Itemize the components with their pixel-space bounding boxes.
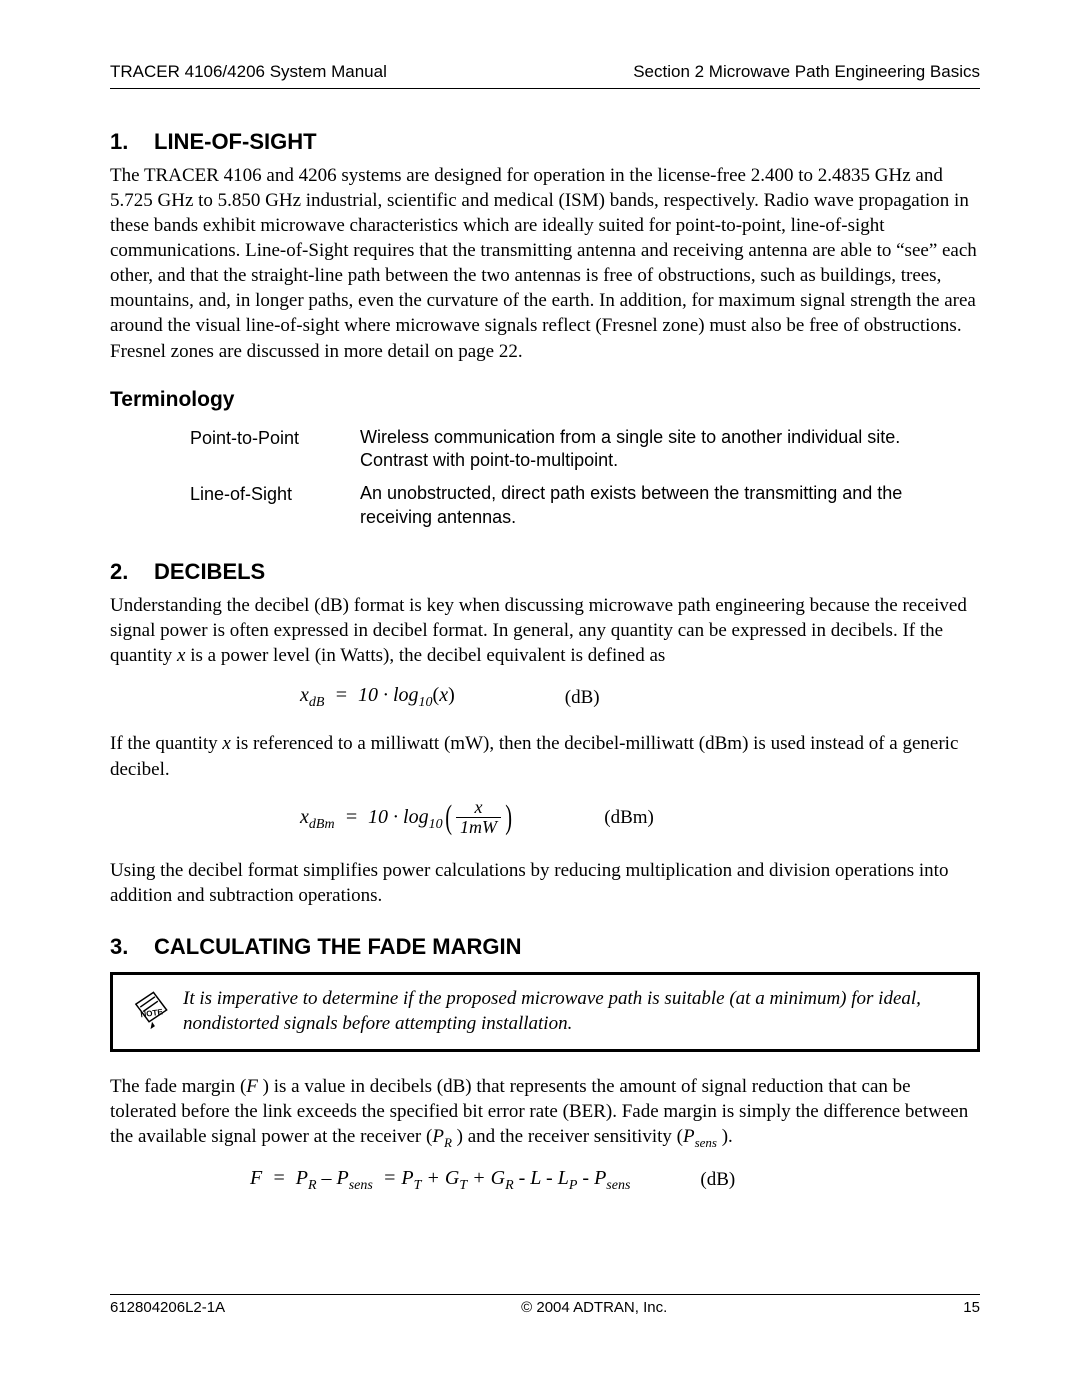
equation-fade: F = PR – Psens = PT + GT + GR - L - LP -… (110, 1167, 980, 1194)
equation-dbm-expr: xdBm = 10 · log10(x1mW) (110, 798, 514, 839)
footer-left: 612804206L2-1A (110, 1299, 225, 1316)
section-heading-2: 2.DECIBELS (110, 559, 980, 585)
equation-dbm-unit: (dBm) (604, 807, 654, 829)
equation-db: xdB = 10 · log10(x) (dB) (110, 684, 980, 711)
header-right: Section 2 Microwave Path Engineering Bas… (633, 62, 980, 82)
equation-db-expr: xdB = 10 · log10(x) (110, 684, 455, 711)
section-1-paragraph: The TRACER 4106 and 4206 systems are des… (110, 163, 980, 364)
terminology-heading: Terminology (110, 388, 980, 412)
term-definition: An unobstructed, direct path exists betw… (360, 482, 920, 529)
terminology-table: Point-to-Point Wireless communication fr… (190, 426, 980, 530)
decibels-intro: Understanding the decibel (dB) format is… (110, 593, 980, 668)
decibels-mid: If the quantity x is referenced to a mil… (110, 731, 980, 781)
footer-right: 15 (963, 1299, 980, 1316)
equation-dbm: xdBm = 10 · log10(x1mW) (dBm) (110, 798, 980, 839)
document-page: TRACER 4106/4206 System Manual Section 2… (0, 0, 1080, 1366)
terminology-row: Line-of-Sight An unobstructed, direct pa… (190, 482, 980, 529)
footer-center: © 2004 ADTRAN, Inc. (521, 1299, 667, 1316)
fade-paragraph: The fade margin (F ) is a value in decib… (110, 1074, 980, 1151)
note-text: It is imperative to determine if the pro… (183, 987, 963, 1036)
decibels-outro: Using the decibel format simplifies powe… (110, 858, 980, 908)
page-header: TRACER 4106/4206 System Manual Section 2… (110, 62, 980, 89)
header-left: TRACER 4106/4206 System Manual (110, 62, 387, 82)
equation-fade-expr: F = PR – Psens = PT + GT + GR - L - LP -… (110, 1167, 630, 1194)
terminology-row: Point-to-Point Wireless communication fr… (190, 426, 980, 473)
equation-fade-unit: (dB) (700, 1169, 735, 1191)
term-label: Point-to-Point (190, 426, 360, 449)
term-definition: Wireless communication from a single sit… (360, 426, 920, 473)
note-icon: NOTE (121, 988, 183, 1037)
section-heading-3: 3.CALCULATING THE FADE MARGIN (110, 934, 980, 960)
section-heading-1: 1.LINE-OF-SIGHT (110, 129, 980, 155)
equation-db-unit: (dB) (565, 687, 600, 709)
term-label: Line-of-Sight (190, 482, 360, 505)
note-box: NOTE It is imperative to determine if th… (110, 972, 980, 1051)
page-footer: 612804206L2-1A © 2004 ADTRAN, Inc. 15 (110, 1294, 980, 1316)
